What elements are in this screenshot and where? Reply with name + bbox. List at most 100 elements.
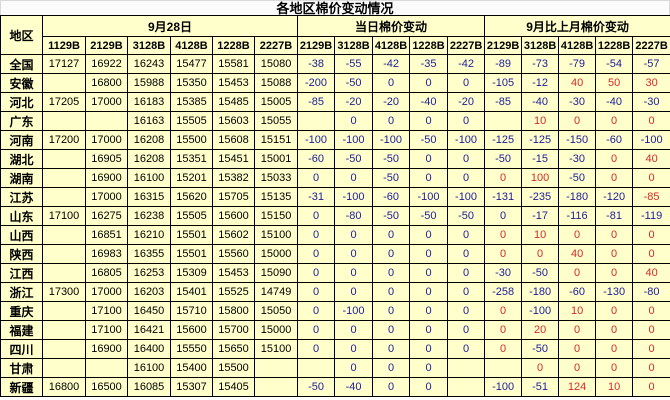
price-cell: 15650 — [212, 339, 255, 359]
daily-change-cell: 0 — [297, 339, 336, 359]
monthly-change-cell: -125 — [484, 130, 523, 150]
daily-change-cell: 0 — [297, 282, 336, 302]
monthly-change-cell: 0 — [632, 225, 670, 245]
monthly-change-cell: -50 — [521, 263, 560, 283]
price-cell: 15505 — [170, 206, 213, 226]
price-cell: 15600 — [212, 206, 255, 226]
grade-code-header: 3128B — [334, 36, 374, 55]
monthly-change-cell: 0 — [558, 111, 597, 131]
daily-change-cell — [297, 358, 336, 378]
monthly-change-cell: 0 — [558, 320, 597, 340]
monthly-change-cell: 0 — [595, 320, 634, 340]
price-cell — [42, 263, 86, 283]
price-cell: 15710 — [170, 301, 213, 321]
monthly-change-cell: -116 — [558, 206, 597, 226]
cotton-price-table: 地区 9月28日 当日棉价变动 9月比上月棉价变动 1129B 2129B 3128B 412… — [0, 15, 670, 397]
price-cell: 17100 — [85, 301, 128, 321]
monthly-change-cell: 0 — [484, 301, 523, 321]
price-cell: 15385 — [170, 92, 213, 112]
daily-change-cell: -50 — [409, 130, 449, 150]
price-cell: 16208 — [127, 130, 171, 150]
daily-change-cell: 0 — [372, 263, 411, 283]
monthly-change-cell: -180 — [558, 187, 597, 207]
daily-change-cell: 0 — [334, 244, 374, 264]
grade-code-header: 2227B — [632, 36, 670, 55]
region-cell: 河北 — [0, 92, 43, 112]
monthly-change-cell: -100 — [632, 130, 670, 150]
daily-change-cell: 0 — [447, 339, 486, 359]
table-row: 四川 16900 16400 15550 15650 15100 0 0 0 0 0 0 -50 0 0 0 — [0, 339, 670, 359]
daily-change-cell: 0 — [334, 263, 374, 283]
daily-change-cell: 0 — [372, 282, 411, 302]
monthly-change-cell: 0 — [632, 358, 670, 378]
price-cell — [253, 358, 299, 378]
daily-change-cell: 0 — [334, 168, 374, 188]
price-cell: 17000 — [85, 282, 128, 302]
daily-change-cell: -200 — [297, 73, 336, 93]
price-cell — [42, 111, 86, 131]
monthly-change-cell: 10 — [521, 225, 560, 245]
daily-change-cell: 0 — [409, 73, 449, 93]
price-cell — [85, 111, 128, 131]
monthly-change-cell: 40 — [632, 149, 670, 169]
price-cell: 15090 — [253, 263, 299, 283]
price-cell: 15382 — [212, 168, 255, 188]
monthly-change-cell: -131 — [484, 187, 523, 207]
daily-change-cell: 0 — [447, 111, 486, 131]
monthly-change-cell: -150 — [558, 130, 597, 150]
monthly-change-cell: -73 — [521, 54, 560, 74]
monthly-change-cell: 0 — [632, 377, 670, 397]
daily-change-cell: -100 — [372, 130, 411, 150]
price-cell: 17000 — [85, 92, 128, 112]
table-row: 江西 16805 16253 15309 15453 15090 0 0 0 0 0 -30 -50 0 0… — [0, 263, 670, 283]
price-cell: 15560 — [212, 244, 255, 264]
monthly-change-cell: -40 — [521, 92, 560, 112]
price-cell: 15000 — [253, 320, 299, 340]
daily-change-cell: 0 — [297, 244, 336, 264]
price-cell: 17000 — [85, 130, 128, 150]
monthly-change-cell: 0 — [595, 358, 634, 378]
price-cell: 16450 — [127, 301, 171, 321]
region-cell: 山西 — [0, 225, 43, 245]
table-row: 湖北 16905 16208 15351 15451 15001 -60 -50 -50 0 0 -5… — [0, 149, 670, 169]
daily-change-cell: 0 — [372, 320, 411, 340]
monthly-change-cell: 0 — [558, 358, 597, 378]
region-cell: 广东 — [0, 111, 43, 131]
price-cell: 15000 — [253, 244, 299, 264]
price-cell: 15550 — [170, 339, 213, 359]
price-cell: 15581 — [212, 54, 255, 74]
daily-change-cell: 0 — [409, 377, 449, 397]
grade-code-header: 2129B — [484, 36, 523, 55]
price-cell: 15100 — [253, 225, 299, 245]
monthly-change-cell: 0 — [484, 168, 523, 188]
price-cell: 15500 — [170, 130, 213, 150]
daily-change-cell: 0 — [372, 339, 411, 359]
price-cell: 16400 — [127, 339, 171, 359]
price-cell: 16805 — [85, 263, 128, 283]
table-row: 河南 17200 17000 16208 15500 15608 15151 -100 -100… — [0, 130, 670, 150]
monthly-change-cell: -40 — [595, 92, 634, 112]
daily-change-cell: -20 — [334, 92, 374, 112]
price-cell — [42, 168, 86, 188]
daily-change-cell: 0 — [372, 73, 411, 93]
price-cell: 16100 — [127, 168, 171, 188]
monthly-change-cell: 0 — [595, 225, 634, 245]
daily-change-cell: 0 — [409, 111, 449, 131]
monthly-change-cell: 50 — [595, 73, 634, 93]
table-row: 江苏 17000 16315 15620 15705 15135 -31 -100 -60 -10… — [0, 187, 670, 207]
grade-code-header: 1228B — [212, 36, 255, 55]
monthly-change-cell: -120 — [595, 187, 634, 207]
price-cell: 15620 — [170, 187, 213, 207]
price-cell: 15477 — [170, 54, 213, 74]
monthly-change-cell: -54 — [595, 54, 634, 74]
price-cell: 16183 — [127, 92, 171, 112]
daily-change-cell: 0 — [372, 377, 411, 397]
daily-change-cell: -42 — [372, 54, 411, 74]
daily-change-cell: -100 — [334, 187, 374, 207]
daily-change-cell: 0 — [372, 244, 411, 264]
price-cell: 15307 — [170, 377, 213, 397]
daily-change-cell: 0 — [372, 301, 411, 321]
monthly-change-cell: 0 — [595, 111, 634, 131]
price-cell: 15100 — [253, 339, 299, 359]
table-row: 安徽 16800 15988 15350 15453 15088 -200 -50 0 0 0 -10… — [0, 73, 670, 93]
